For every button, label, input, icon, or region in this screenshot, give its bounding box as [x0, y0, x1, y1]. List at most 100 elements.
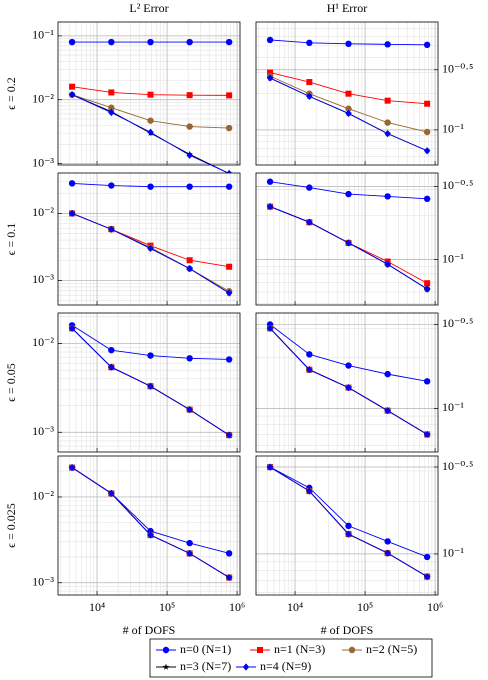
marker [345, 105, 352, 112]
marker [108, 89, 115, 96]
plot-frame [255, 21, 439, 166]
marker [345, 522, 352, 530]
marker [345, 239, 352, 247]
subplot: 10⁻¹ 10⁻⁰·⁵ [255, 172, 473, 306]
row-label: ϵ = 0.2 [4, 77, 18, 110]
marker [147, 38, 154, 46]
marker [242, 663, 250, 671]
marker [384, 119, 391, 126]
x-tick-label: 10⁴ [287, 600, 303, 614]
row-label: ϵ = 0.1 [4, 223, 18, 256]
marker [186, 265, 193, 273]
marker [147, 183, 154, 190]
y-tick-label: 10⁻¹ [442, 400, 464, 414]
marker [306, 79, 313, 86]
legend-label: n=3 (N=7) [180, 659, 231, 673]
marker [266, 178, 274, 185]
marker [384, 193, 391, 200]
marker [257, 647, 263, 653]
marker [108, 225, 115, 233]
x-axis-label: # of DOFS [321, 623, 374, 637]
marker [186, 406, 193, 414]
subplot: 10⁻³ 10⁻² ϵ = 0.05 [4, 312, 241, 453]
marker [108, 108, 115, 117]
y-tick-label: 10⁻¹ [442, 251, 464, 265]
marker [225, 573, 233, 582]
y-tick-label: 10⁻³ [32, 272, 54, 286]
marker [225, 550, 233, 557]
marker [267, 69, 274, 76]
y-tick-label: 10⁻⁰·⁵ [442, 459, 473, 473]
marker [147, 531, 154, 539]
marker [384, 41, 391, 48]
marker [147, 128, 154, 136]
marker [345, 190, 352, 198]
marker [147, 244, 154, 253]
y-tick-label: 10⁻¹ [32, 28, 54, 42]
marker [345, 40, 352, 48]
y-tick-label: 10⁻³ [32, 575, 54, 589]
marker [423, 430, 431, 439]
x-tick-label: 10⁶ [427, 600, 443, 614]
plot-frame [57, 455, 241, 596]
legend-label: n=2 (N=5) [366, 642, 417, 656]
marker [306, 92, 313, 100]
marker [225, 289, 233, 297]
marker [68, 324, 76, 332]
marker [108, 104, 115, 111]
marker [424, 100, 431, 107]
subplot: 10⁻³ 10⁻² 10⁻¹ L² Error ϵ = 0.2 [4, 1, 241, 178]
marker [68, 180, 76, 187]
marker [306, 39, 313, 47]
marker [186, 549, 193, 557]
marker [226, 263, 233, 270]
marker [147, 91, 154, 98]
marker [423, 285, 431, 293]
plot-frame [255, 455, 439, 596]
marker [306, 351, 313, 358]
subplot: 10⁻¹ 10⁻⁰·⁵ H¹ Error [255, 1, 473, 166]
marker [108, 346, 115, 354]
marker [384, 97, 391, 104]
subplot: 10⁴ 10⁵ 10⁶ 10⁻¹ 10⁻⁰·⁵ # of DOFS [255, 455, 473, 637]
row-label: ϵ = 0.05 [4, 363, 18, 402]
marker [424, 280, 431, 287]
marker [147, 352, 154, 359]
plot-area [58, 456, 240, 595]
legend-box [149, 638, 433, 678]
marker [186, 92, 193, 99]
legend-label: n=0 (N=1) [180, 642, 231, 656]
marker [423, 41, 431, 49]
marker [384, 370, 391, 378]
marker [225, 356, 233, 363]
y-tick-label: 10⁻² [32, 205, 54, 219]
marker [186, 38, 193, 46]
marker [162, 646, 170, 654]
plot-frame [57, 312, 241, 453]
marker [384, 130, 391, 138]
marker [225, 38, 233, 46]
legend-label: n=4 (N=9) [260, 659, 311, 673]
marker [225, 183, 233, 190]
y-tick-label: 10⁻⁰·⁵ [442, 316, 473, 330]
marker [306, 487, 313, 495]
marker [423, 128, 431, 136]
y-tick-label: 10⁻³ [32, 155, 54, 169]
plot-frame [57, 21, 241, 166]
marker [108, 363, 115, 371]
x-tick-label: 10⁶ [229, 600, 245, 614]
marker [186, 151, 193, 159]
marker [345, 90, 352, 97]
subplot: 10⁻³ 10⁻² ϵ = 0.1 [4, 172, 241, 306]
y-tick-label: 10⁻² [32, 335, 54, 349]
marker [108, 38, 115, 46]
marker [306, 366, 313, 374]
marker [266, 36, 274, 44]
y-tick-label: 10⁻¹ [442, 546, 464, 560]
marker [68, 463, 76, 472]
marker [384, 407, 391, 415]
marker [384, 549, 391, 557]
y-tick-label: 10⁻¹ [442, 122, 464, 136]
y-tick-label: 10⁻⁰·⁵ [442, 62, 473, 76]
